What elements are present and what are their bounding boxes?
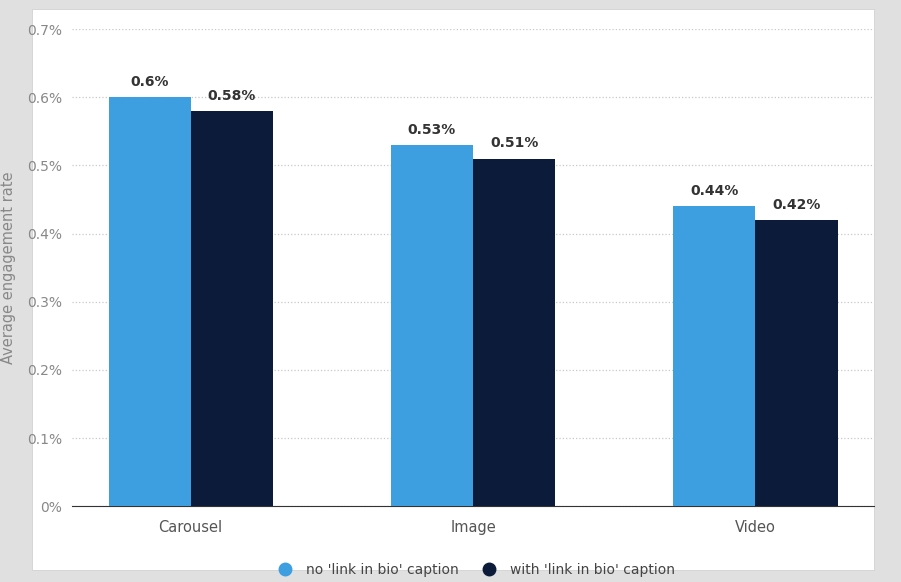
Text: 0.58%: 0.58% — [207, 88, 256, 103]
Text: 0.44%: 0.44% — [690, 184, 739, 198]
Bar — [673, 207, 755, 506]
Bar — [191, 111, 273, 506]
Text: 0.51%: 0.51% — [490, 136, 538, 151]
Bar — [473, 159, 555, 506]
Text: 0.6%: 0.6% — [131, 75, 168, 89]
Bar — [391, 145, 473, 506]
Legend: no 'link in bio' caption, with 'link in bio' caption: no 'link in bio' caption, with 'link in … — [266, 558, 680, 582]
Text: 0.53%: 0.53% — [408, 123, 456, 137]
Text: 0.42%: 0.42% — [772, 198, 821, 212]
Y-axis label: Average engagement rate: Average engagement rate — [1, 172, 16, 364]
Bar — [108, 97, 191, 506]
Bar — [755, 220, 838, 506]
